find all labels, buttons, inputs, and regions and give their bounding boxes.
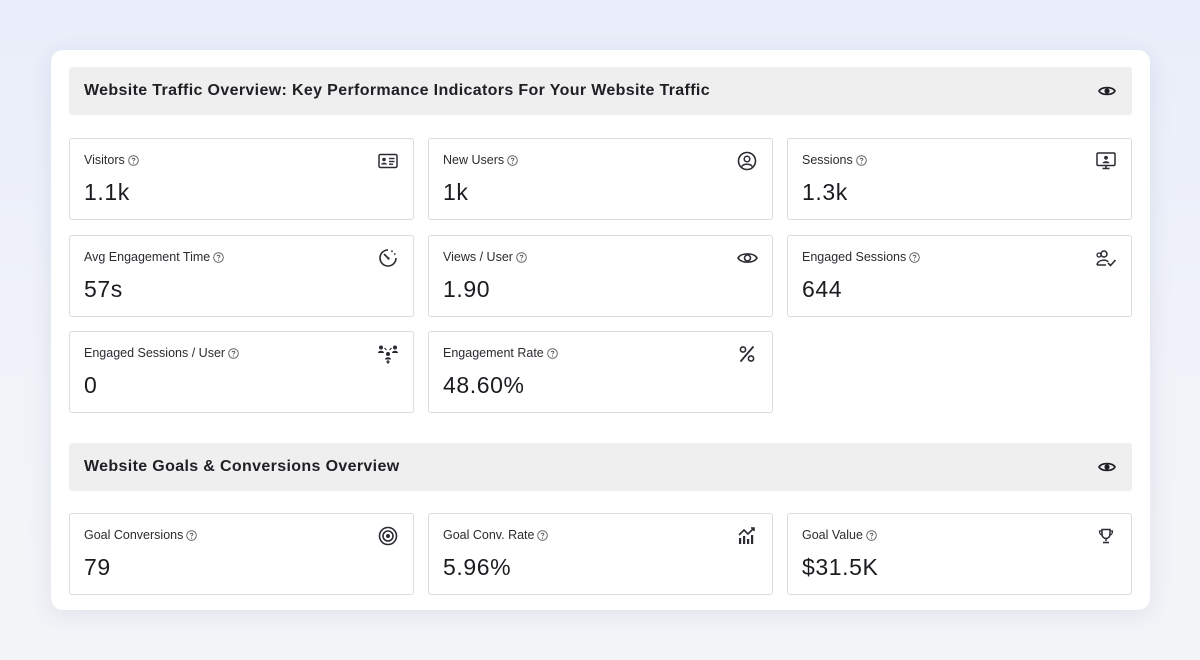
metric-value: 1.3k [802, 179, 848, 205]
help-icon[interactable] [516, 251, 527, 263]
users-network-icon [377, 343, 399, 365]
help-icon[interactable] [213, 251, 224, 263]
trophy-icon [1095, 525, 1117, 547]
metric-label: Engaged Sessions [802, 250, 921, 264]
eye-icon [736, 247, 758, 269]
traffic-section-header: Website Traffic Overview: Key Performanc… [69, 67, 1132, 115]
metric-card-engagement-rate: Engagement Rate 48.60% [428, 331, 773, 413]
percent-icon [736, 343, 758, 365]
metric-value: 1k [443, 179, 469, 205]
metric-card-new-users: New Users 1k [428, 138, 773, 220]
metric-label: New Users [443, 153, 518, 167]
metric-value: 48.60% [443, 372, 525, 398]
help-icon[interactable] [186, 529, 198, 541]
timer-icon [377, 247, 399, 269]
metric-label: Views / User [443, 250, 527, 264]
metric-card-visitors: Visitors 1.1k [69, 138, 414, 220]
metric-value: 79 [84, 554, 111, 580]
target-icon [377, 525, 399, 547]
metric-value: 57s [84, 276, 123, 302]
metric-label: Goal Conv. Rate [443, 528, 549, 542]
id-card-icon [377, 150, 399, 172]
help-icon[interactable] [228, 347, 239, 359]
help-icon[interactable] [855, 154, 867, 166]
help-icon[interactable] [537, 529, 549, 541]
metric-card-goal-value: Goal Value $31.5K [787, 513, 1132, 595]
metric-card-engaged-sessions: Engaged Sessions 644 [787, 235, 1132, 317]
metric-card-engaged-sessions-per-user: Engaged Sessions / User 0 [69, 331, 414, 413]
metric-label: Engaged Sessions / User [84, 346, 239, 360]
metric-card-goal-conv-rate: Goal Conv. Rate 5.96% [428, 513, 773, 595]
metric-value: $31.5K [802, 554, 879, 580]
metric-label: Sessions [802, 153, 867, 167]
eye-icon[interactable] [1096, 80, 1118, 102]
metric-label: Engagement Rate [443, 346, 558, 360]
metric-label: Goal Conversions [84, 528, 198, 542]
metric-value: 1.90 [443, 276, 491, 302]
metric-card-sessions: Sessions 1.3k [787, 138, 1132, 220]
users-check-icon [1095, 247, 1117, 269]
metric-value: 5.96% [443, 554, 512, 580]
help-icon[interactable] [547, 347, 558, 359]
goals-section-header: Website Goals & Conversions Overview [69, 443, 1132, 491]
metric-label: Goal Value [802, 528, 877, 542]
help-icon[interactable] [866, 529, 877, 541]
help-icon[interactable] [507, 154, 518, 166]
metric-label: Avg Engagement Time [84, 250, 224, 264]
metric-card-views-per-user: Views / User 1.90 [428, 235, 773, 317]
help-icon[interactable] [909, 251, 921, 263]
metric-value: 1.1k [84, 179, 130, 205]
user-circle-icon [736, 150, 758, 172]
goals-section-title: Website Goals & Conversions Overview [84, 458, 400, 475]
metric-card-avg-engagement-time: Avg Engagement Time 57s [69, 235, 414, 317]
dashboard-panel: Website Traffic Overview: Key Performanc… [51, 50, 1150, 610]
help-icon[interactable] [128, 154, 139, 166]
chart-up-icon [736, 525, 758, 547]
monitor-user-icon [1095, 150, 1117, 172]
traffic-section-title: Website Traffic Overview: Key Performanc… [84, 82, 710, 99]
metric-card-goal-conversions: Goal Conversions 79 [69, 513, 414, 595]
metric-value: 0 [84, 372, 98, 398]
metric-label: Visitors [84, 153, 139, 167]
eye-icon[interactable] [1096, 456, 1118, 478]
metric-value: 644 [802, 276, 843, 302]
